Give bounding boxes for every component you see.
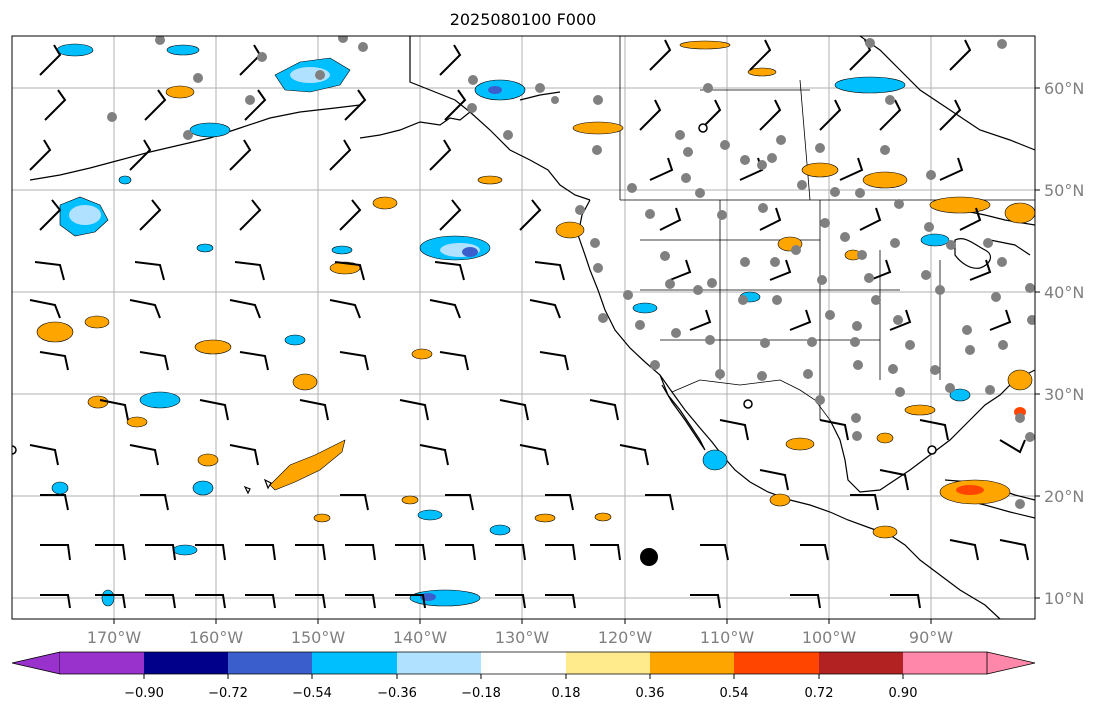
colorbar-segment [566,652,650,674]
positive-contours [36,40,1035,539]
colorbar-tick-label: −0.90 [124,686,164,701]
lon-label: 110°W [700,628,755,647]
lat-label: 10°N [1044,589,1084,608]
map-title: 2025080100 F000 [449,10,597,29]
colorbar-tick-label: 0.90 [889,686,918,701]
lat-label: 20°N [1044,487,1084,506]
political-borders [619,36,1035,421]
lon-label: 90°W [909,628,953,647]
latitude-labels: 60°N 50°N 40°N 30°N 20°N 10°N [1035,79,1084,608]
colorbar-tick-label: −0.54 [292,686,332,701]
wind-barbs [29,39,1029,609]
lon-label: 150°W [291,628,346,647]
lat-label: 50°N [1044,181,1084,200]
colorbar-tick-label: −0.72 [208,686,248,701]
lon-label: 100°W [802,628,857,647]
colorbar-segment [650,652,734,674]
lat-label: 30°N [1044,385,1084,404]
colorbar-tick-label: 0.72 [805,686,834,701]
lat-label: 40°N [1044,283,1084,302]
lon-label: 120°W [598,628,653,647]
lon-label: 170°W [87,628,142,647]
map-panel [12,36,1035,619]
colorbar-segment [144,652,228,674]
colorbar: −0.90 −0.72 −0.54 −0.36 −0.18 0.18 0.36 … [11,651,1036,701]
colorbar-tick-label: −0.18 [461,686,501,701]
colorbar-segment [228,652,312,674]
colorbar-segment [312,652,397,674]
longitude-labels: 170°W 160°W 150°W 140°W 130°W 120°W 110°… [87,619,953,647]
colorbar-segment [60,652,144,674]
colorbar-segment [734,652,819,674]
colorbar-tick-label: 0.54 [720,686,749,701]
special-markers [12,123,937,566]
colorbar-segment [481,652,566,674]
lon-label: 130°W [495,628,550,647]
colorbar-tick-label: 0.36 [636,686,665,701]
colorbar-segment [903,652,987,674]
colorbar-tick-label: 0.18 [552,686,581,701]
colorbar-segment [397,652,481,674]
colorbar-segment [819,652,903,674]
lon-label: 160°W [189,628,244,647]
map-frame [11,35,1036,620]
lon-label: 140°W [393,628,448,647]
colorbar-tick-label: −0.36 [377,686,417,701]
lat-label: 60°N [1044,79,1084,98]
colorbar-extend-max [986,651,1036,675]
colorbar-extend-min [11,651,61,675]
station-markers [107,36,1035,509]
